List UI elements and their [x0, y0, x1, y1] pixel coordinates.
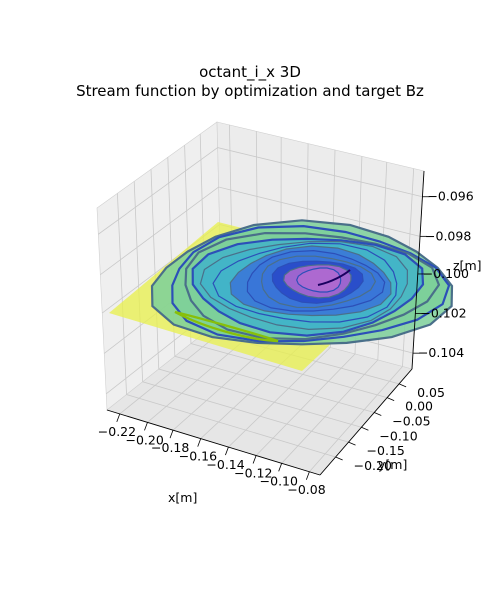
x-tick: [170, 430, 173, 438]
y-tick: [349, 442, 356, 445]
z-tick-label: −0.102: [420, 306, 466, 321]
y-tick: [374, 412, 381, 415]
z-tick-label: −0.096: [427, 189, 473, 204]
x-tick: [144, 422, 147, 430]
x-tick: [253, 456, 256, 464]
x-tick-label: −0.08: [287, 482, 325, 497]
y-tick-label: −0.05: [392, 413, 430, 428]
y-tick: [387, 398, 394, 401]
x-tick: [306, 472, 309, 480]
x-tick: [117, 414, 120, 422]
x-tick: [198, 439, 201, 447]
x-tick: [225, 447, 228, 455]
y-tick-label: 0.05: [417, 385, 445, 400]
y-tick-label: −0.15: [367, 443, 405, 458]
y-tick: [361, 427, 368, 430]
x-axis-label: x[m]: [168, 490, 197, 505]
x-tick: [279, 463, 282, 471]
y-tick-label: −0.10: [379, 428, 417, 443]
z-axis-label: z[m]: [453, 258, 482, 273]
z-tick-label: −0.098: [425, 228, 471, 243]
z-tick-label: −0.104: [418, 345, 464, 360]
y-tick-label: 0.00: [405, 399, 433, 414]
y-tick: [399, 384, 406, 387]
y-tick: [336, 457, 343, 460]
y-axis-label: y[m]: [378, 457, 407, 472]
